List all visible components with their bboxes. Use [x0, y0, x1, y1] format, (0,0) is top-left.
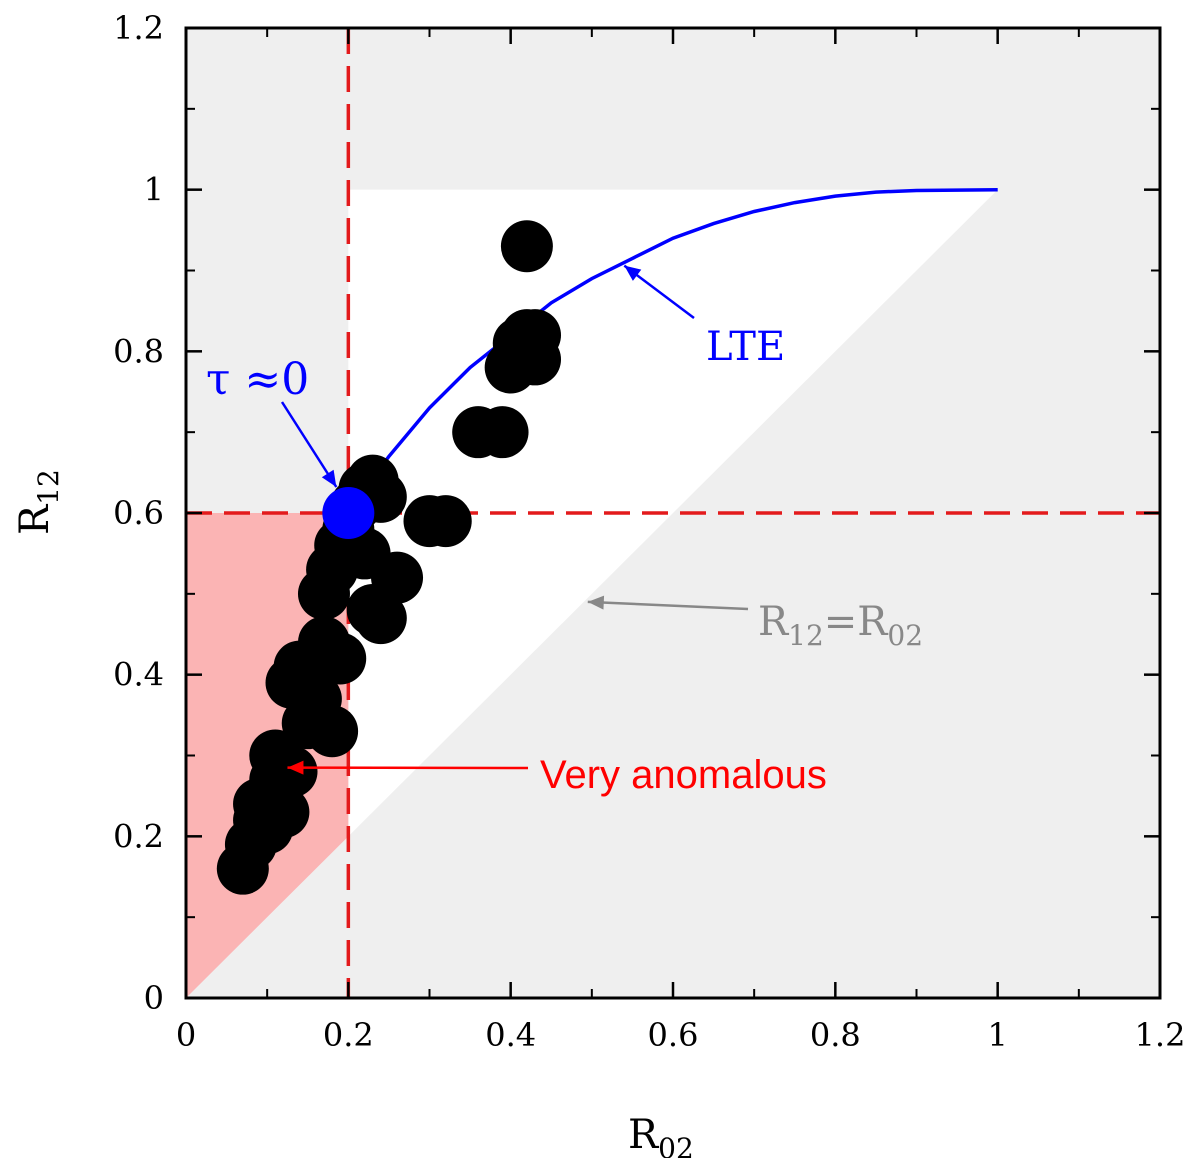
- x-tick-label: 0: [176, 1016, 196, 1054]
- equality-arrow: [587, 600, 749, 611]
- data-point: [289, 672, 342, 725]
- very-anomalous-annotation: Very anomalous: [540, 753, 827, 797]
- equality-arrow-head: [587, 595, 605, 610]
- data-point: [500, 220, 553, 273]
- annotations: τ ≈0 LTE R12=R02 Very anomalous: [206, 264, 923, 797]
- lte-annotation: LTE: [706, 324, 785, 370]
- data-point: [354, 592, 407, 645]
- data-point: [371, 551, 424, 604]
- x-tick-label: 1.2: [1135, 1016, 1186, 1054]
- data-point: [257, 786, 310, 839]
- x-tick-label: 0.2: [323, 1016, 374, 1054]
- tau-point: [322, 487, 375, 539]
- data-point: [419, 495, 472, 548]
- y-tick-label: 1.2: [113, 9, 164, 47]
- y-tick-label: 0.2: [113, 817, 164, 855]
- lte-curve: [346, 187, 998, 515]
- data-points: [216, 220, 562, 895]
- tau-arrow: [280, 401, 338, 488]
- tau-arrow-head: [321, 469, 337, 487]
- axis-titles: R02 R12: [12, 469, 694, 1158]
- tau-point-group: [322, 487, 375, 539]
- y-tick-label: 0: [144, 979, 164, 1017]
- x-axis-title: R02: [628, 1112, 694, 1158]
- x-tick-label: 0.6: [648, 1016, 699, 1054]
- x-tick-label: 1: [987, 1016, 1007, 1054]
- very-anomalous-arrow-head: [287, 760, 304, 775]
- data-point: [265, 745, 318, 798]
- y-axis-title: R12: [12, 469, 65, 535]
- lte-arrow-head: [624, 265, 642, 281]
- x-tick-label: 0.4: [485, 1016, 536, 1054]
- equality-annotation: R12=R02: [758, 599, 923, 652]
- y-tick-label: 0.4: [113, 656, 164, 694]
- tau-annotation: τ ≈0: [206, 354, 309, 405]
- y-tick-label: 0.6: [113, 494, 164, 532]
- axis-ticks: 0 0.2 0.4 0.6 0.8 1 1.2 0 0.2 0.4 0.6 0.8 1 1.2: [113, 9, 1185, 1054]
- data-point: [314, 632, 367, 685]
- y-tick-label: 0.8: [113, 332, 164, 370]
- x-tick-label: 0.8: [810, 1016, 861, 1054]
- data-point: [509, 333, 562, 386]
- y-tick-label: 1: [144, 171, 164, 209]
- data-point: [476, 406, 529, 459]
- lte-curve-group: [346, 187, 998, 515]
